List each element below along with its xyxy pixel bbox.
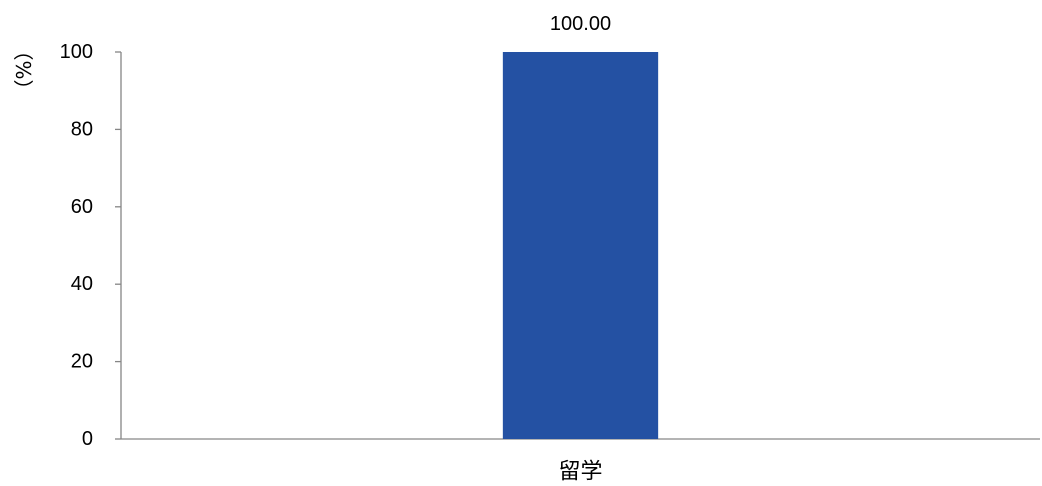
y-tick-label: 80 xyxy=(71,118,93,140)
bar-value-label: 100.00 xyxy=(550,13,611,35)
y-tick-label: 0 xyxy=(82,428,93,450)
y-tick-label: 100 xyxy=(60,41,93,63)
category-labels: 留学 xyxy=(558,460,602,485)
x-category-label: 留学 xyxy=(558,460,602,485)
y-tick-label: 20 xyxy=(71,351,93,373)
bars xyxy=(502,52,659,439)
y-tick-label: 60 xyxy=(71,196,93,218)
y-tick-label: 40 xyxy=(71,273,93,295)
data-labels: 100.00 xyxy=(550,13,611,35)
bar xyxy=(502,52,659,439)
y-axis-title-group: （%） xyxy=(12,40,36,99)
y-axis-title: （%） xyxy=(12,40,36,99)
y-axis: 0 20 40 60 80 100 xyxy=(60,41,122,450)
